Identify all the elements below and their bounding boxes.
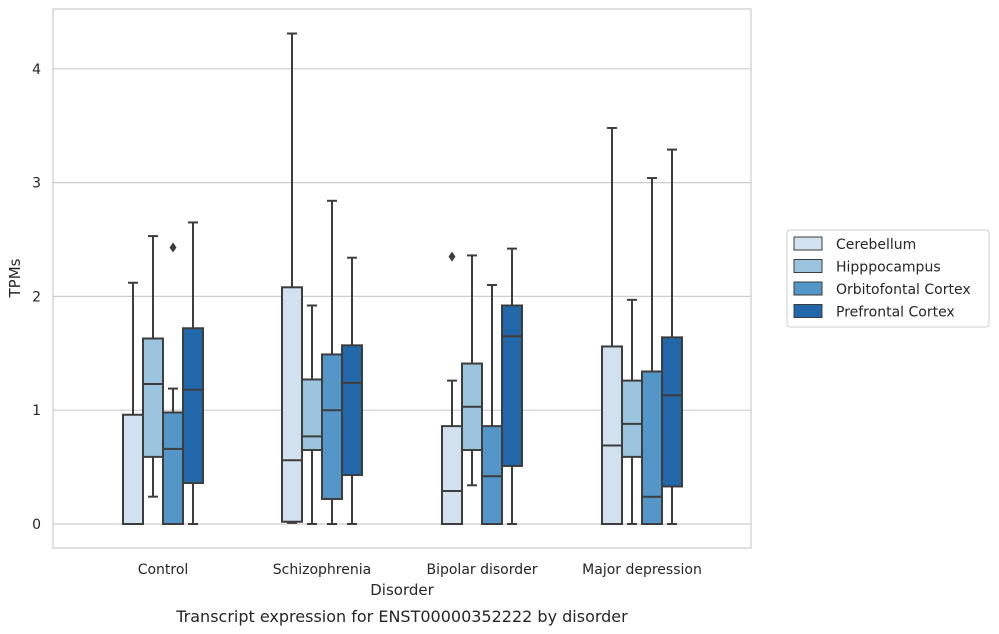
legend-frame xyxy=(786,229,990,328)
legend-label: Prefrontal Cortex xyxy=(836,305,955,321)
box-1-1 xyxy=(301,304,323,525)
x-tick-label: Major depression xyxy=(582,562,702,578)
x-axis-ticks: Control Schizophrenia Bipolar disorder Majo… xyxy=(138,562,702,578)
box-iqr xyxy=(641,370,663,525)
legend-item: Cerebellum xyxy=(793,236,916,253)
legend-swatch xyxy=(793,259,823,273)
box-1-0 xyxy=(281,32,303,524)
box-3-3 xyxy=(661,148,683,525)
box-2-1 xyxy=(461,254,483,487)
box-iqr xyxy=(122,413,144,526)
chart-caption: Transcript expression for ENST0000035222… xyxy=(175,607,628,626)
legend-item: Prefrontal Cortex xyxy=(793,304,955,321)
legend-swatch xyxy=(793,281,823,296)
box-iqr xyxy=(162,411,184,526)
plot-frame xyxy=(52,8,752,549)
box-2-3 xyxy=(501,247,523,525)
y-tick-label: 4 xyxy=(32,62,41,78)
legend: Cerebellum Hipppocampus Orbitofontal Corte… xyxy=(786,229,990,328)
box-iqr xyxy=(501,304,523,467)
box-iqr xyxy=(182,327,204,485)
y-tick-label: 3 xyxy=(32,176,41,192)
box-iqr xyxy=(441,425,463,525)
y-tick-label: 2 xyxy=(32,289,41,305)
outlier-marker xyxy=(169,242,177,253)
legend-swatch xyxy=(793,304,823,318)
box-1-2 xyxy=(321,199,343,525)
box-0-3 xyxy=(182,221,204,525)
box-1-3 xyxy=(341,256,363,525)
box-0-1 xyxy=(142,235,164,498)
legend-label: Hipppocampus xyxy=(836,260,941,276)
box-2-0 xyxy=(441,251,463,525)
box-3-0 xyxy=(601,126,623,525)
box-2-2 xyxy=(481,284,503,525)
x-tick-label: Control xyxy=(138,562,189,578)
box-iqr xyxy=(341,344,363,477)
legend-label: Orbitofontal Cortex xyxy=(836,282,971,298)
outlier-marker xyxy=(448,251,456,262)
box-iqr xyxy=(142,337,164,458)
box-iqr xyxy=(621,379,643,458)
x-tick-label: Schizophrenia xyxy=(273,562,371,578)
box-3-2 xyxy=(641,177,663,525)
boxes xyxy=(122,32,683,526)
y-axis-label: TPMs xyxy=(6,258,24,298)
legend-item: Orbitofontal Cortex xyxy=(793,281,971,298)
box-0-0 xyxy=(122,281,144,526)
legend-label: Cerebellum xyxy=(836,237,916,253)
box-iqr xyxy=(601,345,623,525)
box-iqr xyxy=(481,425,503,525)
box-iqr xyxy=(661,336,683,488)
legend-swatch xyxy=(793,236,823,251)
y-tick-label: 0 xyxy=(32,517,41,533)
legend-item: Hipppocampus xyxy=(793,259,941,276)
y-axis-ticks: 0 1 2 3 4 xyxy=(32,62,41,533)
box-3-1 xyxy=(621,298,643,525)
box-iqr xyxy=(301,378,323,452)
legend-items: Cerebellum Hipppocampus Orbitofontal Corte… xyxy=(793,236,971,321)
x-axis-label: Disorder xyxy=(370,581,434,599)
box-0-2 xyxy=(162,242,184,526)
box-iqr xyxy=(281,286,303,523)
box-iqr xyxy=(321,353,343,500)
x-tick-label: Bipolar disorder xyxy=(426,562,537,578)
y-tick-label: 1 xyxy=(32,403,41,419)
